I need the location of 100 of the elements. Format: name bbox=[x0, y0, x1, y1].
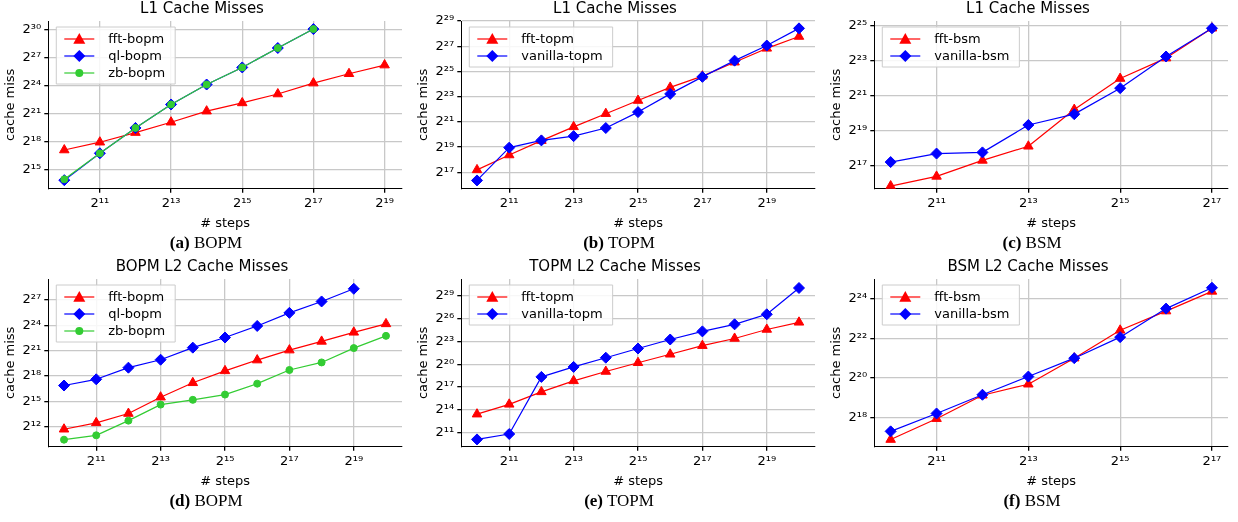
y-tick-label: 2²⁰ bbox=[848, 369, 868, 385]
legend-label: fft-bopm bbox=[108, 31, 165, 47]
legend-label: fft-topm bbox=[521, 289, 575, 305]
legend-label: ql-bopm bbox=[108, 306, 162, 322]
y-tick-label: 2²⁵ bbox=[435, 62, 455, 78]
y-axis-title: cache miss bbox=[2, 326, 18, 400]
y-axis-title: cache miss bbox=[415, 326, 431, 400]
legend-label: ql-bopm bbox=[108, 48, 162, 64]
y-tick-label: 2²³ bbox=[435, 88, 455, 104]
x-tick-label: 2¹⁷ bbox=[280, 452, 299, 468]
y-tick-label: 2²⁷ bbox=[22, 48, 42, 64]
chart-title: L1 Cache Misses bbox=[553, 0, 678, 17]
y-tick-label: 2¹⁸ bbox=[22, 132, 42, 148]
y-tick-label: 2¹² bbox=[22, 417, 42, 433]
x-tick-label: 2¹¹ bbox=[499, 452, 519, 468]
legend-label: zb-bopm bbox=[108, 65, 166, 81]
y-tick-label: 2²³ bbox=[848, 51, 868, 67]
y-tick-label: 2²¹ bbox=[848, 86, 868, 102]
text: (d) BOPM bbox=[169, 491, 243, 510]
y-tick-label: 2²⁴ bbox=[848, 290, 868, 306]
x-axis-title: # steps bbox=[1026, 214, 1077, 230]
y-tick-label: 2¹⁷ bbox=[435, 378, 455, 394]
legend-label: vanilla-bsm bbox=[934, 306, 1010, 322]
x-tick-label: 2¹⁹ bbox=[344, 452, 364, 468]
y-tick-label: 2²⁵ bbox=[848, 16, 868, 32]
x-tick-label: 2¹⁷ bbox=[1202, 452, 1222, 468]
x-tick-label: 2¹¹ bbox=[927, 452, 946, 468]
x-tick-label: 2¹⁵ bbox=[215, 452, 235, 468]
x-tick-label: 2¹⁷ bbox=[304, 194, 323, 210]
y-axis-title: cache miss bbox=[2, 68, 18, 142]
y-tick-label: 2²⁴ bbox=[22, 316, 42, 332]
y-tick-label: 2³⁰ bbox=[22, 20, 42, 36]
y-tick-label: 2²³ bbox=[435, 332, 455, 348]
y-tick-label: 2¹⁸ bbox=[848, 408, 868, 424]
y-tick-label: 2¹⁷ bbox=[848, 156, 868, 172]
x-tick-label: 2¹⁷ bbox=[693, 452, 712, 468]
y-tick-label: 2²¹ bbox=[22, 104, 42, 120]
legend-label: fft-topm bbox=[521, 31, 575, 47]
text: (c) BSM bbox=[1002, 233, 1062, 252]
legend-label: fft-bsm bbox=[934, 31, 981, 47]
x-tick-label: 2¹¹ bbox=[86, 452, 106, 468]
x-tick-label: 2¹³ bbox=[161, 194, 181, 210]
x-tick-label: 2¹⁹ bbox=[375, 194, 394, 210]
x-tick-label: 2¹¹ bbox=[499, 194, 519, 210]
y-tick-label: 2²⁹ bbox=[435, 12, 455, 28]
y-tick-label: 2¹⁵ bbox=[22, 392, 42, 408]
x-tick-label: 2¹³ bbox=[564, 452, 583, 468]
legend-label: zb-bopm bbox=[108, 323, 166, 339]
y-tick-label: 2¹⁸ bbox=[22, 367, 42, 383]
x-tick-label: 2¹⁵ bbox=[1110, 452, 1130, 468]
x-tick-label: 2¹³ bbox=[1019, 194, 1038, 210]
y-tick-label: 2¹⁵ bbox=[22, 160, 42, 176]
x-tick-label: 2¹⁹ bbox=[757, 452, 777, 468]
x-tick-label: 2¹¹ bbox=[90, 194, 110, 210]
legend-label: fft-bsm bbox=[934, 289, 981, 305]
x-axis-title: # steps bbox=[613, 214, 664, 230]
x-tick-label: 2¹³ bbox=[1019, 452, 1038, 468]
chart-title: TOPM L2 Cache Misses bbox=[528, 256, 701, 275]
y-tick-label: 2¹⁹ bbox=[435, 138, 455, 154]
y-tick-label: 2²⁴ bbox=[22, 76, 42, 92]
y-tick-label: 2²¹ bbox=[22, 342, 42, 358]
x-tick-label: 2¹⁵ bbox=[1110, 194, 1130, 210]
y-tick-label: 2¹⁴ bbox=[435, 401, 455, 417]
legend-label: vanilla-bsm bbox=[934, 48, 1010, 64]
x-tick-label: 2¹⁵ bbox=[232, 194, 252, 210]
x-axis-title: # steps bbox=[1026, 472, 1077, 488]
x-tick-label: 2¹⁵ bbox=[628, 194, 648, 210]
x-tick-label: 2¹⁷ bbox=[693, 194, 712, 210]
text: (a) BOPM bbox=[169, 233, 243, 252]
y-axis-title: cache miss bbox=[828, 68, 844, 142]
x-axis-title: # steps bbox=[200, 214, 251, 230]
y-axis-title: cache miss bbox=[415, 68, 431, 142]
x-axis-title: # steps bbox=[200, 472, 251, 488]
y-tick-label: 2¹¹ bbox=[435, 423, 455, 439]
x-tick-label: 2¹⁹ bbox=[757, 194, 777, 210]
y-tick-label: 2¹⁷ bbox=[435, 163, 455, 179]
chart-title: L1 Cache Misses bbox=[966, 0, 1091, 17]
text: (b) TOPM bbox=[583, 233, 655, 252]
y-tick-label: 2²⁷ bbox=[435, 37, 455, 53]
y-tick-label: 2²⁰ bbox=[435, 355, 455, 371]
x-axis-title: # steps bbox=[613, 472, 664, 488]
y-tick-label: 2¹⁹ bbox=[848, 121, 868, 137]
x-tick-label: 2¹⁷ bbox=[1202, 194, 1222, 210]
text: (f) BSM bbox=[1003, 491, 1061, 510]
x-tick-label: 2¹¹ bbox=[927, 194, 946, 210]
legend-label: vanilla-topm bbox=[521, 306, 603, 322]
x-tick-label: 2¹⁵ bbox=[628, 452, 648, 468]
y-tick-label: 2²² bbox=[848, 329, 868, 345]
y-tick-label: 2²⁹ bbox=[435, 287, 455, 303]
legend-label: vanilla-topm bbox=[521, 48, 603, 64]
chart-title: BSM L2 Cache Misses bbox=[947, 256, 1109, 275]
y-tick-label: 2²⁶ bbox=[435, 310, 455, 326]
legend-label: fft-bopm bbox=[108, 289, 165, 305]
y-axis-title: cache miss bbox=[828, 326, 844, 400]
text: (e) TOPM bbox=[584, 491, 654, 510]
chart-title: BOPM L2 Cache Misses bbox=[115, 256, 289, 275]
x-tick-label: 2¹³ bbox=[564, 194, 583, 210]
x-tick-label: 2¹³ bbox=[151, 452, 170, 468]
y-tick-label: 2²¹ bbox=[435, 113, 455, 129]
y-tick-label: 2²⁷ bbox=[22, 291, 42, 307]
